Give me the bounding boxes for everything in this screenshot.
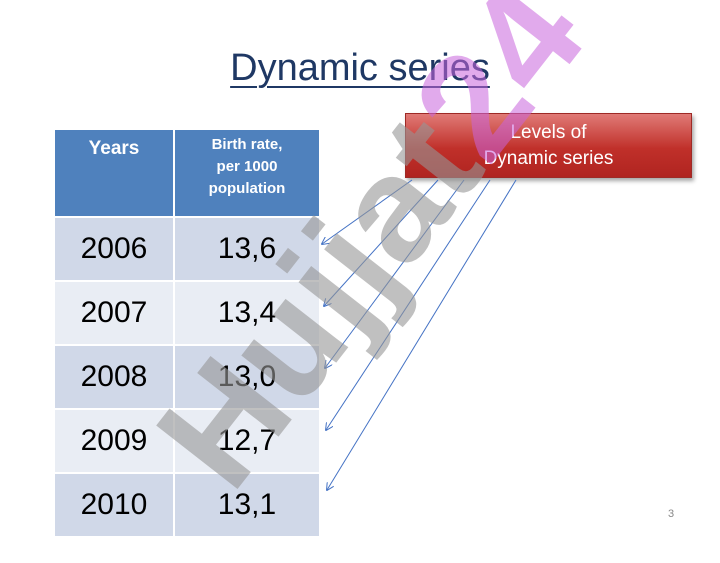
year-cell: 2006 [53,216,175,282]
header-birth-rate-line2: per 1000 [216,158,278,175]
rate-cell: 12,7 [173,408,321,474]
header-years: Years [53,128,175,218]
year-cell: 2008 [53,344,175,410]
year-cell: 2007 [53,280,175,346]
rate-cell: 13,6 [173,216,321,282]
header-birth-rate: Birth rate, per 1000 population [173,128,321,218]
arrow-to-2009 [326,179,491,430]
arrow-to-2008 [325,179,465,368]
rate-cell: 13,0 [173,344,321,410]
table-row: 2009 12,7 [53,408,321,474]
rate-cell: 13,4 [173,280,321,346]
header-birth-rate-line3: population [208,180,286,197]
year-cell: 2009 [53,408,175,474]
slide-title-text: Dynamic series [230,47,490,89]
header-birth-rate-line1: Birth rate, [211,136,283,153]
page-number: 3 [668,508,675,520]
slide-title: Dynamic series [0,44,720,92]
table-row: 2006 13,6 [53,216,321,282]
rate-cell: 13,1 [173,472,321,538]
arrow-to-2007 [324,179,439,306]
arrow-to-2006 [322,179,413,244]
table-header-row: Years Birth rate, per 1000 population [53,128,321,218]
levels-callout-line1: Levels of [510,122,587,143]
table-row: 2010 13,1 [53,472,321,538]
year-cell: 2010 [53,472,175,538]
levels-callout-box: Levels of Dynamic series [405,113,692,178]
table-row: 2008 13,0 [53,344,321,410]
arrow-to-2010 [327,179,517,490]
table-row: 2007 13,4 [53,280,321,346]
levels-callout-line2: Dynamic series [483,148,614,169]
birth-rate-table: Years Birth rate, per 1000 population 20… [53,128,321,538]
